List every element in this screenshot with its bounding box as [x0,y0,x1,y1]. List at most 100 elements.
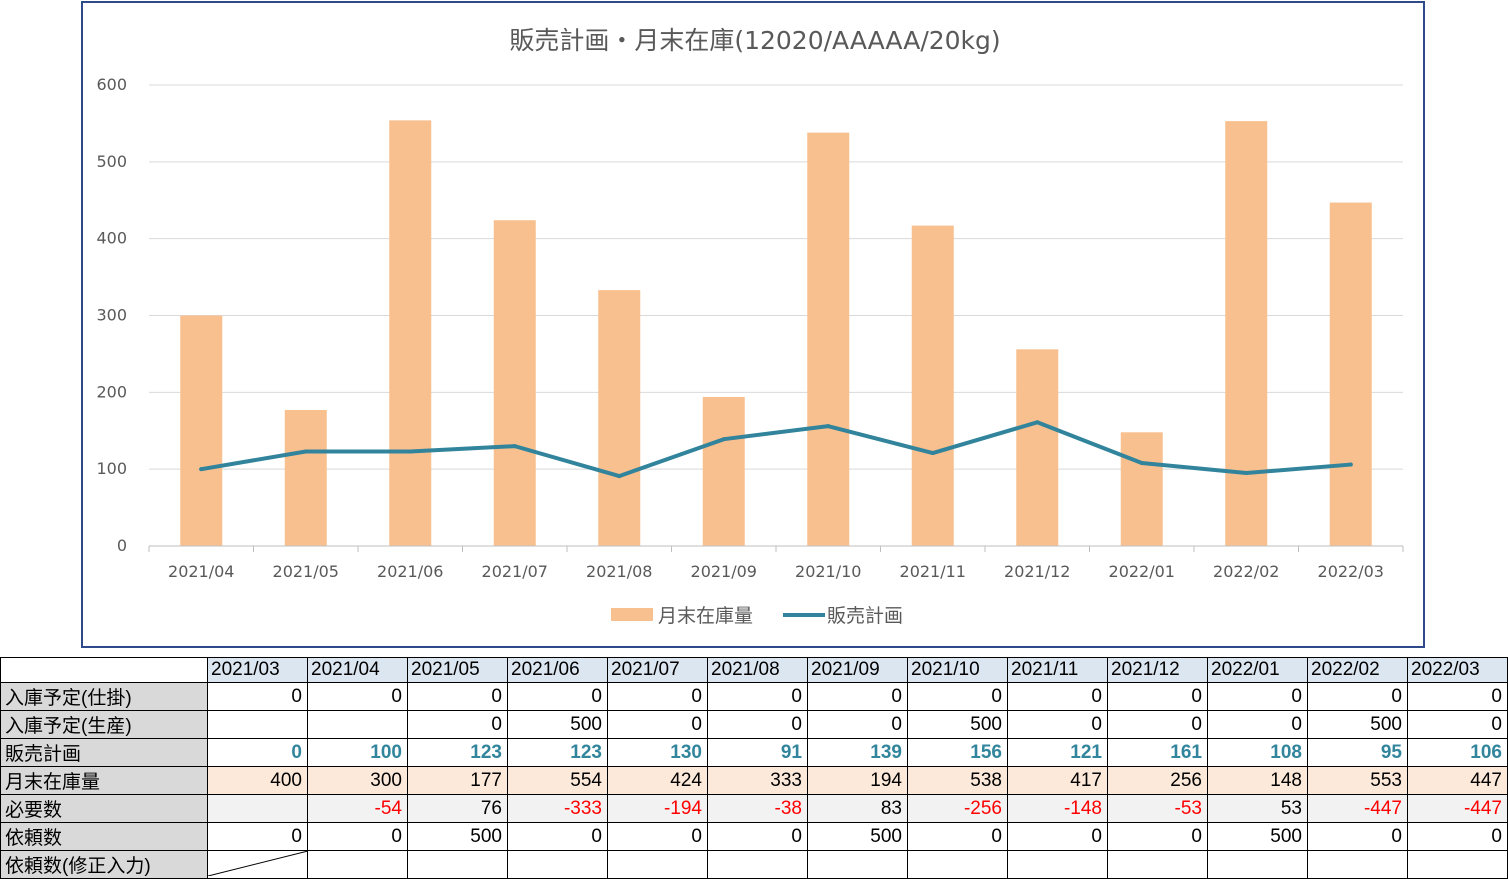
table-cell: 0 [1207,682,1308,711]
row-label: 入庫予定(生産) [0,710,208,739]
table-cell: -447 [1307,794,1408,823]
table-row: 販売計画 0 100 123 123 130 91 139 156 121 161 108 95 106 [0,738,1508,767]
table-cell: 0 [1007,710,1108,739]
table-header-row: 2021/03 2021/04 2021/05 2021/06 2021/07 2021/… [0,657,1508,683]
table-cell: 0 [407,710,508,739]
edit-input-cell[interactable] [207,850,308,879]
table-cell: 333 [707,766,808,795]
bar-stock [389,120,432,547]
table-cell [207,794,308,823]
edit-input-cell[interactable] [1107,850,1208,879]
x-tick-label: 2022/03 [1318,562,1384,581]
month-header: 2022/02 [1307,657,1408,683]
table-row: 依頼数 0 0 500 0 0 0 500 0 0 0 500 0 0 [0,822,1508,851]
line-point [512,444,517,449]
table-cell: -148 [1007,794,1108,823]
table-cell: 553 [1307,766,1408,795]
table-cell: 121 [1007,738,1108,767]
table-cell: 0 [707,710,808,739]
table-cell: 0 [1407,710,1508,739]
line-point [617,474,622,479]
edit-input-cell[interactable] [607,850,708,879]
table-cell: 256 [1107,766,1208,795]
table-cell: 500 [407,822,508,851]
month-header: 2021/05 [407,657,508,683]
table-cell: 0 [907,822,1008,851]
month-header: 2021/03 [207,657,308,683]
row-label: 必要数 [0,794,208,823]
x-tick-label: 2021/11 [900,562,966,581]
edit-input-cell[interactable] [1007,850,1108,879]
chart-title: 販売計画・月末在庫(12020/AAAAA/20kg) [509,26,1000,55]
line-point [1348,462,1353,467]
table-cell: 123 [507,738,608,767]
y-tick-label: 0 [117,536,127,555]
edit-input-cell[interactable] [807,850,908,879]
table-cell: 0 [707,822,808,851]
x-tick-label: 2021/10 [795,562,861,581]
table-cell: 95 [1307,738,1408,767]
table-cell: 0 [307,682,408,711]
data-table: 2021/03 2021/04 2021/05 2021/06 2021/07 2021/… [0,657,1508,879]
table-cell: 0 [407,682,508,711]
table-corner-cell [0,657,208,683]
month-header: 2021/07 [607,657,708,683]
x-tick-label: 2021/07 [482,562,548,581]
edit-input-cell[interactable] [907,850,1008,879]
bar-stock [1016,349,1059,546]
table-cell: 500 [507,710,608,739]
month-header: 2021/12 [1107,657,1208,683]
x-tick-label: 2021/05 [273,562,339,581]
table-cell: 130 [607,738,708,767]
x-tick-label: 2021/06 [377,562,443,581]
edit-input-cell[interactable] [707,850,808,879]
y-tick-label: 300 [96,306,127,325]
x-tick-label: 2021/08 [586,562,652,581]
x-tick-label: 2021/12 [1004,562,1070,581]
table-cell: 0 [1107,682,1208,711]
table-cell: 139 [807,738,908,767]
table-cell [307,710,408,739]
line-point [1139,461,1144,466]
table-cell: -38 [707,794,808,823]
table-row: 入庫予定(仕掛) 0 0 0 0 0 0 0 0 0 0 0 0 0 [0,682,1508,711]
line-point [721,437,726,442]
table-cell: 500 [807,822,908,851]
table-cell: 447 [1407,766,1508,795]
month-header: 2022/03 [1407,657,1508,683]
row-label: 依頼数(修正入力) [0,850,208,879]
y-tick-label: 400 [96,229,127,248]
table-row: 入庫予定(生産) 0 500 0 0 0 500 0 0 0 500 0 [0,710,1508,739]
edit-input-cell[interactable] [1207,850,1308,879]
line-point [826,424,831,429]
edit-input-cell[interactable] [507,850,608,879]
x-tick-label: 2022/01 [1109,562,1175,581]
edit-input-cell[interactable] [407,850,508,879]
table-cell: 500 [1307,710,1408,739]
table-cell: -447 [1407,794,1508,823]
diagonal-slash [208,851,307,876]
table-cell: 0 [207,682,308,711]
row-label: 販売計画 [0,738,208,767]
table-cell: 400 [207,766,308,795]
edit-input-cell[interactable] [1307,850,1408,879]
x-tick-label: 2021/04 [168,562,234,581]
table-cell: 0 [1407,822,1508,851]
table-cell: -333 [507,794,608,823]
bar-stock [598,290,641,546]
chart-legend: 月末在庫量 販売計画 [611,605,903,627]
table-cell: 0 [807,710,908,739]
month-header: 2021/09 [807,657,908,683]
chart-area: 販売計画・月末在庫(12020/AAAAA/20kg) 0 100 200 300 40… [81,1,1425,648]
combo-chart: 販売計画・月末在庫(12020/AAAAA/20kg) 0 100 200 300 40… [96,26,1404,627]
table-cell: -54 [307,794,408,823]
edit-input-cell[interactable] [1407,850,1508,879]
table-cell: 0 [1407,682,1508,711]
edit-input-cell[interactable] [307,850,408,879]
line-point [930,451,935,456]
table-cell: 0 [607,710,708,739]
line-point [303,449,308,454]
table-cell: 0 [207,822,308,851]
table-cell: 300 [307,766,408,795]
table-cell: 0 [1107,710,1208,739]
